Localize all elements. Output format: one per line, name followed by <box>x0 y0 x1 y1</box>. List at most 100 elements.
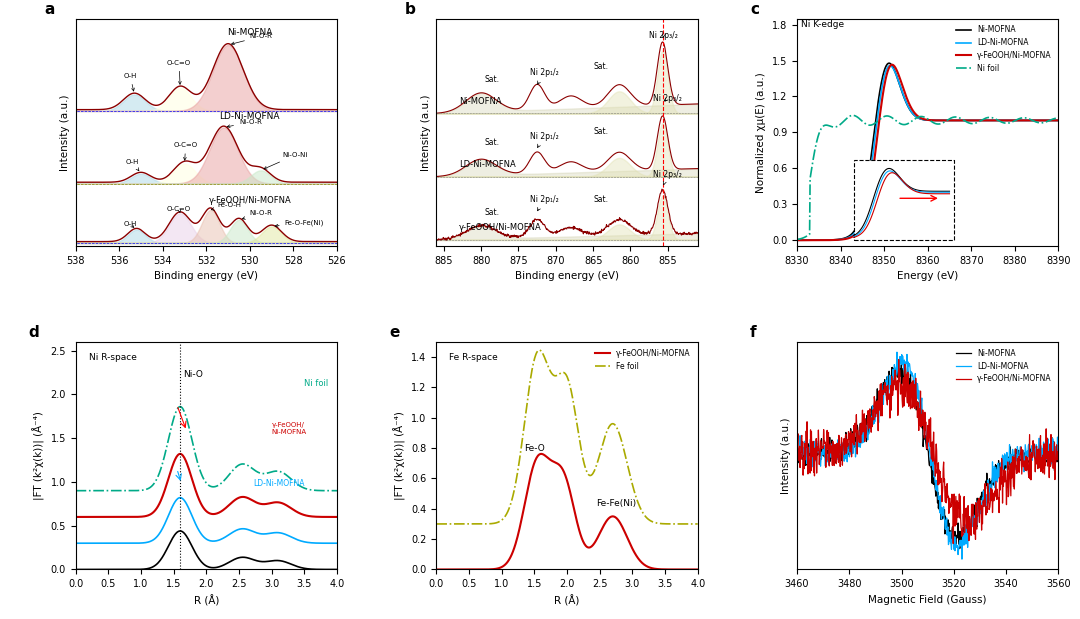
Text: O-H: O-H <box>125 158 139 171</box>
Fe foil <box>595 445 608 452</box>
γ-FeOOH/Ni-MOFNA <box>69 513 82 521</box>
Ni-MOFNA <box>260 558 273 565</box>
Ni-MOFNA <box>915 116 928 123</box>
Text: γ-FeOOH/Ni-MOFNA: γ-FeOOH/Ni-MOFNA <box>208 196 292 206</box>
LD-Ni-MOFNA <box>69 540 82 547</box>
Text: Ni-O-R: Ni-O-R <box>227 119 261 128</box>
Fe foil <box>534 347 546 354</box>
Ni-MOFNA <box>330 566 343 573</box>
X-axis label: Energy (eV): Energy (eV) <box>897 272 958 282</box>
Ni foil <box>846 111 859 119</box>
Ni-MOFNA <box>966 512 978 519</box>
γ-FeOOH/Ni-MOFNA <box>932 117 945 124</box>
Text: Ni-O-R: Ni-O-R <box>231 33 273 45</box>
Y-axis label: Intensity (a.u.): Intensity (a.u.) <box>782 417 792 494</box>
Ni-MOFNA <box>837 446 850 454</box>
Text: Ni-O-Ni: Ni-O-Ni <box>264 152 308 169</box>
LD-Ni-MOFNA <box>837 449 850 457</box>
Text: Sat.: Sat. <box>593 62 608 71</box>
Ni foil <box>330 487 343 495</box>
Ni foil <box>69 487 82 495</box>
Text: O-C=O: O-C=O <box>167 60 191 84</box>
Text: Ni 2p₁/₂: Ni 2p₁/₂ <box>529 195 558 210</box>
γ-FeOOH/Ni-MOFNA <box>988 487 1001 495</box>
γ-FeOOH/Ni-MOFNA <box>947 540 960 547</box>
Ni-MOFNA <box>882 59 895 67</box>
Line: Ni-MOFNA: Ni-MOFNA <box>797 365 1058 548</box>
X-axis label: Binding energy (eV): Binding energy (eV) <box>515 272 619 282</box>
γ-FeOOH/Ni-MOFNA <box>619 530 632 538</box>
Text: Sat.: Sat. <box>485 207 500 217</box>
LD-Ni-MOFNA <box>966 522 978 529</box>
Line: γ-FeOOH/Ni-MOFNA: γ-FeOOH/Ni-MOFNA <box>797 65 1058 240</box>
Ni foil <box>174 403 187 410</box>
LD-Ni-MOFNA <box>100 540 113 547</box>
LD-Ni-MOFNA <box>154 528 167 535</box>
LD-Ni-MOFNA <box>1052 445 1065 452</box>
Ni-MOFNA <box>258 558 271 565</box>
γ-FeOOH/Ni-MOFNA <box>535 450 548 457</box>
Line: γ-FeOOH/Ni-MOFNA: γ-FeOOH/Ni-MOFNA <box>436 454 698 569</box>
γ-FeOOH/Ni-MOFNA <box>909 374 922 382</box>
γ-FeOOH/Ni-MOFNA <box>515 516 528 524</box>
LD-Ni-MOFNA <box>988 464 1001 472</box>
LD-Ni-MOFNA <box>945 546 958 553</box>
X-axis label: R (Å): R (Å) <box>554 595 580 606</box>
Line: γ-FeOOH/Ni-MOFNA: γ-FeOOH/Ni-MOFNA <box>76 454 337 517</box>
γ-FeOOH/Ni-MOFNA <box>791 442 804 449</box>
Line: LD-Ni-MOFNA: LD-Ni-MOFNA <box>76 498 337 543</box>
Text: Ni 2p₃/₂: Ni 2p₃/₂ <box>649 30 678 40</box>
Ni-MOFNA <box>174 527 187 535</box>
Text: a: a <box>44 2 55 17</box>
Ni-MOFNA <box>1052 441 1065 448</box>
Text: Sat.: Sat. <box>485 75 500 84</box>
γ-FeOOH/Ni-MOFNA <box>945 497 958 504</box>
Ni-MOFNA <box>954 545 967 552</box>
Line: γ-FeOOH/Ni-MOFNA: γ-FeOOH/Ni-MOFNA <box>797 360 1058 543</box>
Text: e: e <box>389 325 400 340</box>
Text: Ni 2p₁/₂: Ni 2p₁/₂ <box>529 132 558 147</box>
Ni-MOFNA <box>895 361 908 368</box>
Ni-MOFNA <box>234 553 247 561</box>
LD-Ni-MOFNA <box>947 117 960 124</box>
γ-FeOOH/Ni-MOFNA <box>1052 457 1065 464</box>
Legend: Ni-MOFNA, LD-Ni-MOFNA, γ-FeOOH/Ni-MOFNA, Ni foil: Ni-MOFNA, LD-Ni-MOFNA, γ-FeOOH/Ni-MOFNA,… <box>953 22 1054 76</box>
Ni-MOFNA <box>945 540 958 548</box>
γ-FeOOH/Ni-MOFNA <box>621 533 634 540</box>
Bar <box>853 160 954 240</box>
γ-FeOOH/Ni-MOFNA <box>330 513 343 521</box>
Text: Ni foil: Ni foil <box>305 379 328 387</box>
Legend: γ-FeOOH/Ni-MOFNA, Fe foil: γ-FeOOH/Ni-MOFNA, Fe foil <box>592 345 693 374</box>
Ni foil <box>234 461 247 468</box>
γ-FeOOH/Ni-MOFNA <box>154 497 167 504</box>
γ-FeOOH/Ni-MOFNA <box>791 236 804 244</box>
Ni foil <box>173 403 186 410</box>
Line: Ni foil: Ni foil <box>797 115 1058 240</box>
LD-Ni-MOFNA <box>258 530 271 538</box>
γ-FeOOH/Ni-MOFNA <box>858 410 870 417</box>
Line: Ni foil: Ni foil <box>76 407 337 491</box>
LD-Ni-MOFNA <box>330 540 343 547</box>
Text: Ni-O: Ni-O <box>184 370 203 379</box>
Ni-MOFNA <box>909 399 922 406</box>
Text: Fe-Fe(Ni): Fe-Fe(Ni) <box>596 499 636 508</box>
Text: Ni-MOFNA: Ni-MOFNA <box>227 28 272 37</box>
Text: d: d <box>28 325 39 340</box>
γ-FeOOH/Ni-MOFNA <box>461 566 474 573</box>
Y-axis label: Normalized χμ(E) (a.u.): Normalized χμ(E) (a.u.) <box>756 72 767 193</box>
Text: O-C=O: O-C=O <box>174 142 198 160</box>
Text: O-H: O-H <box>123 73 137 91</box>
Y-axis label: Intensity (a.u.): Intensity (a.u.) <box>60 94 70 171</box>
Ni foil <box>1005 118 1018 126</box>
Ni-MOFNA <box>69 566 82 573</box>
LD-Ni-MOFNA <box>932 117 945 124</box>
γ-FeOOH/Ni-MOFNA <box>691 566 704 573</box>
Text: Fe-O-H: Fe-O-H <box>212 202 241 210</box>
LD-Ni-MOFNA <box>791 446 804 454</box>
Ni foil <box>1047 115 1059 123</box>
Text: Ni R-space: Ni R-space <box>89 353 136 362</box>
Legend: Ni-MOFNA, LD-Ni-MOFNA, γ-FeOOH/Ni-MOFNA: Ni-MOFNA, LD-Ni-MOFNA, γ-FeOOH/Ni-MOFNA <box>953 345 1054 386</box>
γ-FeOOH/Ni-MOFNA <box>100 513 113 521</box>
X-axis label: R (Å): R (Å) <box>193 595 219 606</box>
LD-Ni-MOFNA <box>956 555 969 563</box>
